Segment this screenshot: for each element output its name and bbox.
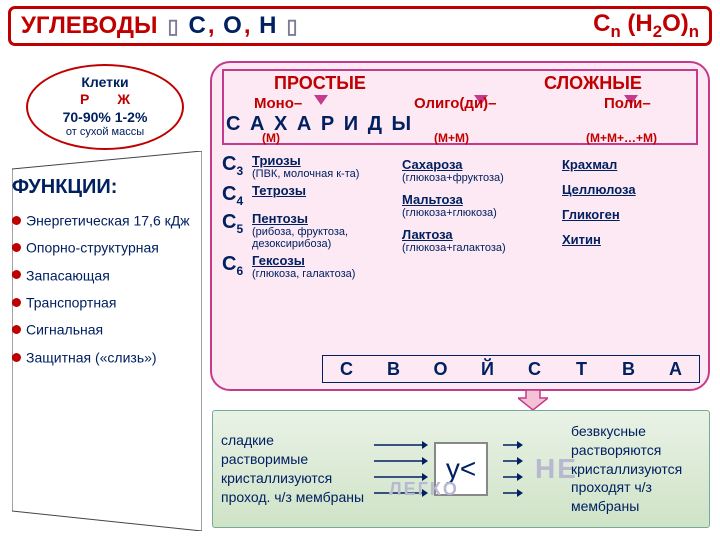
- function-item: Транспортная: [12, 293, 206, 310]
- poly-item: Крахмал: [562, 157, 682, 172]
- function-item: Опорно-структурная: [12, 238, 206, 255]
- properties-panel: сладкиерастворимыекристаллизуютсяпроход.…: [212, 410, 710, 528]
- svo-letter: А: [652, 359, 699, 380]
- svo-letter: О: [417, 359, 464, 380]
- class-header: ПРОСТЫЕ СЛОЖНЫЕ Моно– Олиго(ди)– Поли– С…: [222, 69, 698, 145]
- di-column: Сахароза(глюкоза+фруктоза) Мальтоза(глюко…: [402, 153, 562, 333]
- header-elements: С, О, Н: [188, 12, 276, 40]
- oval-line3: 70-90% 1-2%: [63, 109, 148, 127]
- function-item: Сигнальная: [12, 320, 206, 337]
- label-simple: ПРОСТЫЕ: [274, 73, 366, 94]
- sub-mono: Моно–: [254, 95, 302, 112]
- prop-left-item: растворимые: [221, 450, 371, 469]
- functions-panel: ФУНКЦИИ: Энергетическая 17,6 кДж Опорно-с…: [12, 176, 206, 375]
- di-item: Мальтоза(глюкоза+глюкоза): [402, 192, 562, 219]
- classification-panel: ПРОСТЫЕ СЛОЖНЫЕ Моно– Олиго(ди)– Поли– С…: [210, 61, 710, 391]
- mono-row: C4Тетрозы: [222, 183, 402, 208]
- prop-left-item: кристаллизуются: [221, 469, 371, 488]
- svo-letter: С: [511, 359, 558, 380]
- di-item: Сахароза(глюкоза+фруктоза): [402, 157, 562, 184]
- function-item: Энергетическая 17,6 кДж: [12, 211, 206, 228]
- mono-name: Триозы(ПВК, молочная к-та): [252, 153, 402, 180]
- triangle-icon: [314, 95, 328, 105]
- sub-poly: Поли–: [604, 95, 651, 112]
- props-left: сладкиерастворимыекристаллизуютсяпроход.…: [221, 431, 371, 507]
- svo-letter: В: [370, 359, 417, 380]
- carbon-label: C3: [222, 153, 252, 180]
- bullet-icon: [12, 325, 21, 334]
- carbon-label: C5: [222, 211, 252, 250]
- svo-letter: С: [323, 359, 370, 380]
- mono-column: C3Триозы(ПВК, молочная к-та)C4ТетрозыC5П…: [222, 153, 402, 333]
- header-bar: УГЛЕВОДЫ ▯ С, О, Н ▯ Сn (H2O)n: [8, 6, 712, 46]
- formula-m: (М): [262, 131, 280, 145]
- mono-name: Пентозы(рибоза, фруктоза, дезоксирибоза): [252, 211, 402, 250]
- svo-letter: В: [605, 359, 652, 380]
- sub-oligo: Олиго(ди)–: [414, 95, 497, 112]
- carbon-label: C4: [222, 183, 252, 208]
- oval-line4: от сухой массы: [66, 126, 144, 140]
- bullet-icon: [12, 270, 21, 279]
- arrows-right: [491, 440, 535, 498]
- svo-letter: Й: [464, 359, 511, 380]
- mono-row: C5Пентозы(рибоза, фруктоза, дезоксирибоз…: [222, 211, 402, 250]
- prop-right-item: кристаллизуются: [571, 460, 701, 479]
- poly-item: Целлюлоза: [562, 182, 682, 197]
- mono-row: C3Триозы(ПВК, молочная к-та): [222, 153, 402, 180]
- mono-name: Гексозы(глюкоза, галактоза): [252, 253, 402, 280]
- carbon-label: C6: [222, 253, 252, 280]
- down-arrow-icon: [518, 390, 548, 410]
- oval-line2: РЖ: [80, 91, 130, 109]
- svo-letter: Т: [558, 359, 605, 380]
- function-item: Запасающая: [12, 266, 206, 283]
- ne-label: НЕ: [535, 453, 571, 485]
- arrow-icon: ▯: [287, 14, 298, 39]
- prop-left-item: проход. ч/з мембраны: [221, 488, 371, 507]
- properties-title-box: СВОЙСТВА: [322, 355, 700, 383]
- bullet-icon: [12, 353, 21, 362]
- label-complex: СЛОЖНЫЕ: [544, 73, 642, 94]
- poly-column: Крахмал Целлюлоза Гликоген Хитин: [562, 153, 682, 333]
- function-item: Защитная («слизь»): [12, 348, 206, 365]
- formula-mmm: (М+М+…+М): [586, 131, 657, 145]
- header-formula: Сn (H2O)n: [593, 10, 699, 42]
- legko-label: ЛЕГКО: [389, 479, 459, 500]
- mono-name: Тетрозы: [252, 183, 402, 208]
- prop-left-item: сладкие: [221, 431, 371, 450]
- bullet-icon: [12, 298, 21, 307]
- di-item: Лактоза(глюкоза+галактоза): [402, 227, 562, 254]
- functions-title: ФУНКЦИИ:: [12, 176, 206, 199]
- arrow-icon: ▯: [167, 14, 178, 39]
- prop-right-item: проходят ч/з мембраны: [571, 478, 701, 516]
- examples-columns: C3Триозы(ПВК, молочная к-та)C4ТетрозыC5П…: [222, 153, 698, 333]
- poly-item: Гликоген: [562, 207, 682, 222]
- poly-item: Хитин: [562, 232, 682, 247]
- header-title: УГЛЕВОДЫ: [21, 12, 157, 40]
- bullet-icon: [12, 243, 21, 252]
- formula-mm: (М+М): [434, 131, 469, 145]
- prop-right-item: безвкусные: [571, 422, 701, 441]
- props-mid: у< ЛЕГКО: [431, 442, 491, 496]
- mono-row: C6Гексозы(глюкоза, галактоза): [222, 253, 402, 280]
- cell-oval: Клетки РЖ 70-90% 1-2% от сухой массы: [26, 64, 184, 150]
- prop-right-item: растворяются: [571, 441, 701, 460]
- oval-line1: Клетки: [81, 74, 128, 92]
- bullet-icon: [12, 216, 21, 225]
- props-right: безвкусныерастворяютсякристаллизуютсяпро…: [571, 422, 701, 516]
